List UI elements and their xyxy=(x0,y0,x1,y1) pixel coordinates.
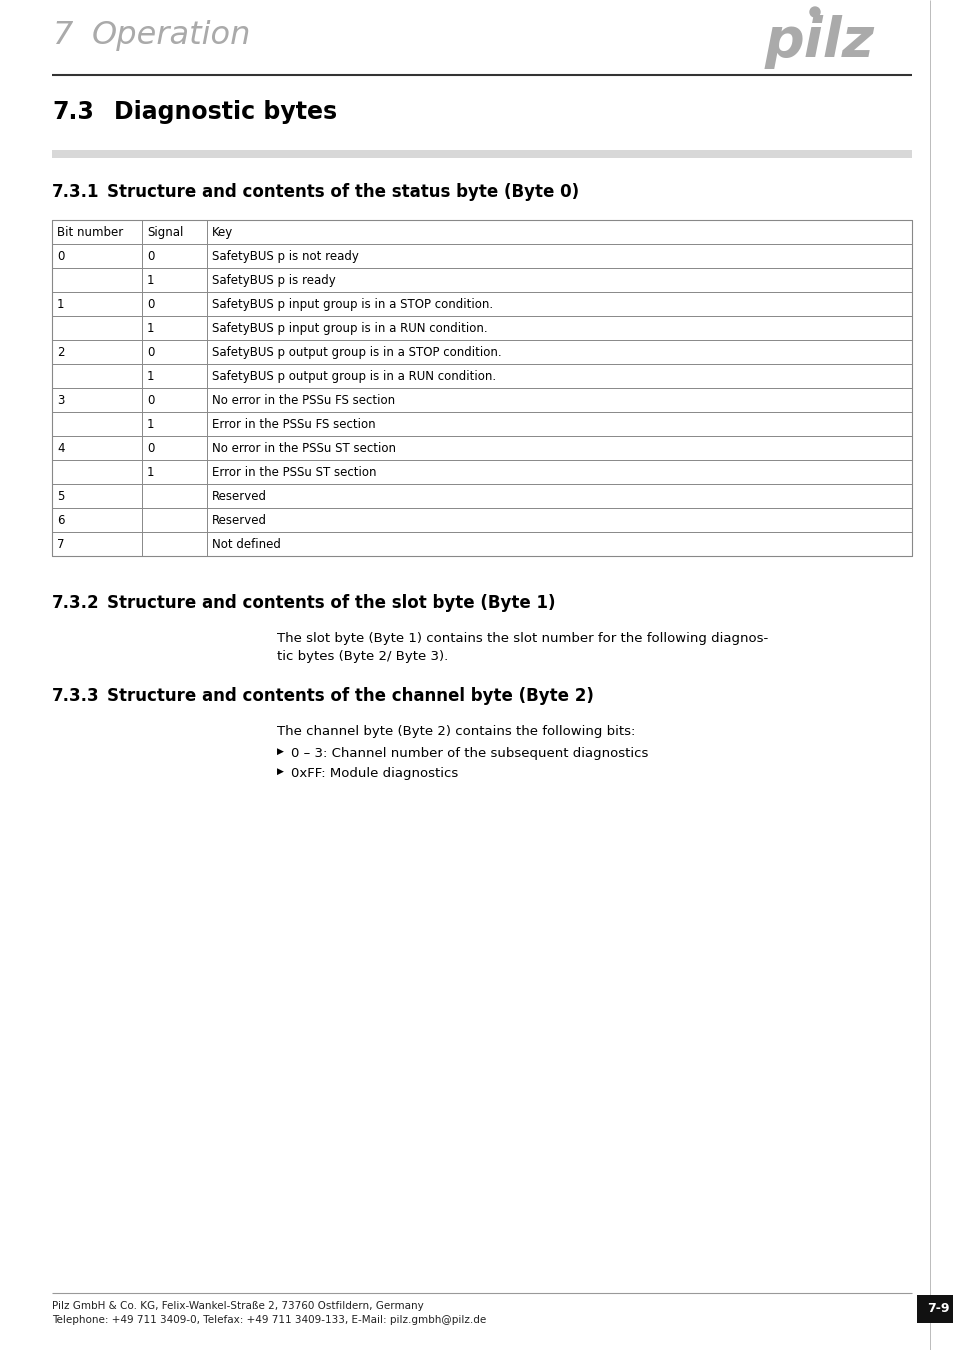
Text: 1: 1 xyxy=(147,274,154,288)
Text: SafetyBUS p is not ready: SafetyBUS p is not ready xyxy=(212,250,358,263)
Text: 7.3.2: 7.3.2 xyxy=(52,594,99,612)
Text: Signal: Signal xyxy=(147,225,183,239)
Text: 7.3.3: 7.3.3 xyxy=(52,687,99,705)
Text: Telephone: +49 711 3409-0, Telefax: +49 711 3409-133, E-Mail: pilz.gmbh@pilz.de: Telephone: +49 711 3409-0, Telefax: +49 … xyxy=(52,1315,486,1324)
Text: Operation: Operation xyxy=(91,20,251,51)
Text: 1: 1 xyxy=(147,418,154,431)
Text: Structure and contents of the slot byte (Byte 1): Structure and contents of the slot byte … xyxy=(107,594,555,612)
Text: 1: 1 xyxy=(57,298,65,311)
Text: The slot byte (Byte 1) contains the slot number for the following diagnos-: The slot byte (Byte 1) contains the slot… xyxy=(276,632,767,645)
Text: 7.3: 7.3 xyxy=(52,100,93,124)
Text: Structure and contents of the status byte (Byte 0): Structure and contents of the status byt… xyxy=(107,184,578,201)
Text: The channel byte (Byte 2) contains the following bits:: The channel byte (Byte 2) contains the f… xyxy=(276,725,635,738)
Text: 6: 6 xyxy=(57,514,65,526)
Bar xyxy=(52,150,911,158)
Text: 0: 0 xyxy=(147,394,154,406)
Text: Reserved: Reserved xyxy=(212,490,267,504)
Text: Pilz GmbH & Co. KG, Felix-Wankel-Straße 2, 73760 Ostfildern, Germany: Pilz GmbH & Co. KG, Felix-Wankel-Straße … xyxy=(52,1301,423,1311)
Text: 7-9: 7-9 xyxy=(925,1303,948,1315)
Text: 7: 7 xyxy=(52,20,72,51)
Text: Not defined: Not defined xyxy=(212,539,280,551)
Text: Error in the PSSu ST section: Error in the PSSu ST section xyxy=(212,466,376,479)
Text: 7.3.1: 7.3.1 xyxy=(52,184,99,201)
Text: SafetyBUS p input group is in a STOP condition.: SafetyBUS p input group is in a STOP con… xyxy=(212,298,493,311)
Text: 1: 1 xyxy=(147,323,154,335)
Text: 0: 0 xyxy=(147,298,154,311)
Text: 0: 0 xyxy=(57,250,64,263)
Text: 0xFF: Module diagnostics: 0xFF: Module diagnostics xyxy=(291,767,457,780)
Text: 1: 1 xyxy=(147,466,154,479)
Text: Error in the PSSu FS section: Error in the PSSu FS section xyxy=(212,418,375,431)
Text: 1: 1 xyxy=(147,370,154,383)
Circle shape xyxy=(809,7,820,18)
Text: 3: 3 xyxy=(57,394,64,406)
Text: No error in the PSSu FS section: No error in the PSSu FS section xyxy=(212,394,395,406)
Text: SafetyBUS p is ready: SafetyBUS p is ready xyxy=(212,274,335,288)
Text: SafetyBUS p output group is in a RUN condition.: SafetyBUS p output group is in a RUN con… xyxy=(212,370,496,383)
Text: No error in the PSSu ST section: No error in the PSSu ST section xyxy=(212,441,395,455)
Text: ▶: ▶ xyxy=(276,747,284,756)
Text: 0: 0 xyxy=(147,250,154,263)
Text: 4: 4 xyxy=(57,441,65,455)
Text: Diagnostic bytes: Diagnostic bytes xyxy=(113,100,336,124)
Bar xyxy=(52,220,911,556)
Text: tic bytes (Byte 2/ Byte 3).: tic bytes (Byte 2/ Byte 3). xyxy=(276,649,448,663)
Text: Reserved: Reserved xyxy=(212,514,267,526)
Text: 2: 2 xyxy=(57,346,65,359)
Text: 0 – 3: Channel number of the subsequent diagnostics: 0 – 3: Channel number of the subsequent … xyxy=(291,747,648,760)
Text: Bit number: Bit number xyxy=(57,225,123,239)
Text: 7: 7 xyxy=(57,539,65,551)
Text: Structure and contents of the channel byte (Byte 2): Structure and contents of the channel by… xyxy=(107,687,594,705)
Text: pilz: pilz xyxy=(764,15,874,69)
Text: SafetyBUS p input group is in a RUN condition.: SafetyBUS p input group is in a RUN cond… xyxy=(212,323,487,335)
Bar xyxy=(916,1295,953,1323)
Text: 5: 5 xyxy=(57,490,64,504)
Text: 0: 0 xyxy=(147,441,154,455)
Text: Key: Key xyxy=(212,225,233,239)
Text: 0: 0 xyxy=(147,346,154,359)
Text: ▶: ▶ xyxy=(276,767,284,776)
Text: SafetyBUS p output group is in a STOP condition.: SafetyBUS p output group is in a STOP co… xyxy=(212,346,501,359)
